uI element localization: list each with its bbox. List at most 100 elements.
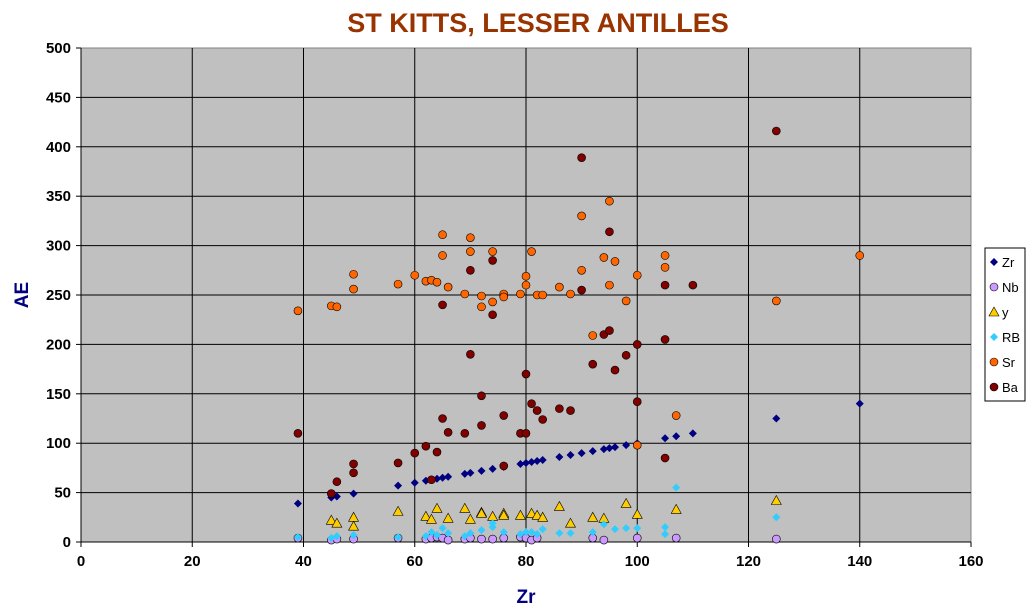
- point-nb: [671, 533, 681, 543]
- point-ba: [527, 399, 536, 408]
- legend-label-ba: Ba: [1002, 380, 1019, 395]
- point-rb: [622, 524, 631, 533]
- point-ba: [688, 280, 698, 290]
- point-zr: [466, 468, 475, 477]
- chart-title: ST KITTS, LESSER ANTILLES: [347, 8, 729, 38]
- legend-label-y: y: [1002, 305, 1009, 320]
- point-sr: [438, 251, 447, 260]
- point-sr: [599, 253, 609, 262]
- point-rb: [566, 529, 575, 538]
- point-sr: [605, 280, 614, 290]
- legend-marker-sr: [989, 357, 999, 367]
- point-ba: [293, 429, 303, 438]
- point-zr: [688, 429, 697, 438]
- legend: Zr Nb y RB Sr Ba: [984, 247, 1026, 402]
- point-rb: [672, 483, 681, 492]
- point-y: [420, 510, 432, 521]
- point-ba: [438, 300, 447, 310]
- point-rb: [421, 532, 430, 541]
- point-sr: [527, 247, 536, 256]
- point-zr: [460, 469, 469, 478]
- point-sr: [521, 280, 531, 290]
- point-rb: [633, 524, 642, 533]
- point-sr: [488, 247, 497, 256]
- point-ba: [538, 415, 547, 424]
- point-rb: [661, 523, 670, 532]
- point-zr: [516, 459, 525, 468]
- point-sr: [293, 306, 303, 316]
- point-zr: [566, 451, 575, 460]
- tick-labels: 0 20 40 60 80 100 120 140 160 0 50 100 150 200 250 300 3…: [46, 40, 984, 570]
- point-sr: [516, 289, 525, 299]
- point-y: [553, 500, 565, 511]
- x-tick-label: 100: [625, 553, 650, 570]
- point-zr: [611, 443, 619, 452]
- legend-marker-y: [988, 306, 1000, 317]
- point-zr: [438, 473, 447, 482]
- point-ba: [488, 256, 497, 265]
- x-tick-label: 20: [184, 553, 201, 570]
- point-ba: [577, 285, 586, 295]
- point-rb: [499, 528, 508, 537]
- point-ba: [632, 397, 642, 407]
- point-zr: [855, 399, 864, 408]
- y-tick-label: 400: [46, 139, 71, 156]
- series-ba: [293, 126, 781, 498]
- point-ba: [499, 411, 509, 420]
- point-rb: [555, 529, 564, 538]
- y-tick-label: 150: [46, 386, 71, 403]
- y-tick-label: 0: [63, 534, 71, 551]
- point-sr: [477, 291, 486, 301]
- point-ba: [421, 441, 431, 451]
- y-axis-title: AE: [12, 282, 33, 308]
- point-zr: [577, 449, 586, 458]
- point-y: [498, 509, 510, 520]
- x-tick-label: 160: [958, 553, 983, 570]
- point-zr: [410, 478, 419, 487]
- point-ba: [349, 459, 358, 469]
- point-ba: [621, 350, 631, 360]
- point-ba: [499, 461, 509, 471]
- point-rb: [588, 528, 597, 537]
- point-ba: [438, 414, 447, 423]
- point-nb: [599, 535, 609, 545]
- point-y: [325, 514, 337, 525]
- y-tick-label: 100: [46, 435, 71, 452]
- point-y: [348, 520, 360, 531]
- point-ba: [555, 404, 564, 413]
- point-y: [331, 517, 343, 528]
- point-sr: [660, 251, 670, 260]
- legend-marker-nb: [989, 282, 999, 292]
- point-rb: [538, 525, 547, 534]
- point-rb: [349, 531, 358, 540]
- point-zr: [488, 464, 497, 473]
- x-tick-label: 120: [736, 553, 761, 570]
- point-sr: [610, 257, 620, 266]
- point-rb: [522, 528, 530, 537]
- x-tick-label: 60: [406, 553, 423, 570]
- legend-label-rb: RB: [1002, 330, 1020, 345]
- point-rb: [477, 526, 486, 535]
- point-nb: [477, 534, 486, 544]
- point-ba: [488, 310, 497, 320]
- legend-marker-rb: [990, 333, 998, 341]
- point-sr: [393, 279, 403, 289]
- point-ba: [605, 227, 614, 237]
- y-tick-label: 50: [54, 485, 71, 502]
- point-y: [631, 508, 643, 519]
- point-zr: [599, 445, 608, 454]
- grid-lines: [81, 48, 971, 542]
- point-rb: [394, 533, 403, 542]
- point-sr: [772, 296, 781, 306]
- point-y: [564, 517, 577, 528]
- y-tick-label: 300: [46, 238, 71, 255]
- point-rb: [444, 529, 453, 538]
- point-y: [514, 509, 526, 520]
- point-sr: [577, 211, 586, 221]
- point-ba: [332, 477, 342, 487]
- point-ba: [466, 349, 475, 359]
- y-tick-label: 350: [46, 188, 71, 205]
- point-rb: [466, 529, 475, 538]
- point-rb: [533, 530, 542, 539]
- point-rb: [293, 533, 302, 542]
